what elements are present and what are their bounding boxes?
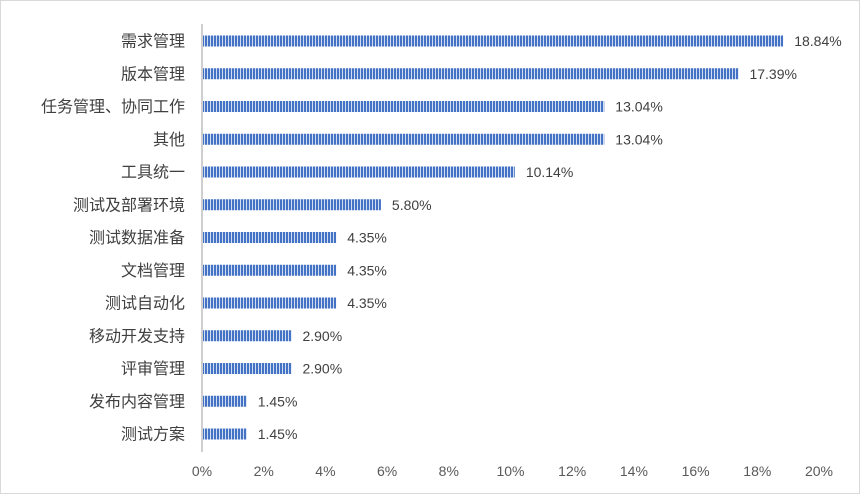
data-label: 4.35% bbox=[347, 295, 387, 311]
category-label: 测试自动化 bbox=[105, 294, 185, 313]
bar bbox=[203, 199, 381, 211]
category-label: 测试及部署环境 bbox=[73, 195, 185, 214]
x-tick-label: 12% bbox=[558, 463, 586, 479]
category-label: 版本管理 bbox=[121, 64, 185, 83]
bar bbox=[203, 428, 247, 440]
x-tick-label: 2% bbox=[254, 463, 274, 479]
bar bbox=[203, 330, 292, 342]
category-label: 文档管理 bbox=[121, 261, 185, 280]
bar bbox=[203, 264, 337, 276]
bar bbox=[203, 68, 739, 80]
x-tick-label: 16% bbox=[682, 463, 710, 479]
category-label: 测试方案 bbox=[121, 425, 185, 444]
bar bbox=[203, 133, 605, 145]
bar bbox=[203, 297, 337, 309]
category-label: 评审管理 bbox=[121, 359, 185, 378]
data-label: 1.45% bbox=[258, 426, 298, 442]
x-tick-label: 0% bbox=[192, 463, 212, 479]
category-label: 工具统一 bbox=[121, 163, 185, 182]
category-label: 移动开发支持 bbox=[89, 326, 185, 345]
category-label: 测试数据准备 bbox=[89, 228, 185, 247]
category-label: 发布内容管理 bbox=[89, 392, 185, 411]
bar bbox=[203, 35, 784, 47]
data-label: 2.90% bbox=[302, 328, 342, 344]
bar bbox=[203, 395, 247, 407]
data-label: 1.45% bbox=[258, 393, 298, 409]
x-tick-label: 14% bbox=[620, 463, 648, 479]
x-tick-label: 4% bbox=[315, 463, 335, 479]
category-label: 其他 bbox=[153, 130, 185, 149]
data-label: 4.35% bbox=[347, 230, 387, 246]
x-tick-label: 10% bbox=[496, 463, 524, 479]
data-label: 17.39% bbox=[749, 66, 796, 82]
category-label: 任务管理、协同工作 bbox=[41, 97, 185, 116]
data-label: 13.04% bbox=[615, 99, 662, 115]
bar bbox=[203, 101, 605, 112]
bar bbox=[203, 363, 292, 374]
x-tick-label: 6% bbox=[377, 463, 397, 479]
data-label: 10.14% bbox=[526, 164, 573, 180]
x-tick-label: 18% bbox=[743, 463, 771, 479]
data-label: 2.90% bbox=[302, 361, 342, 377]
data-label: 13.04% bbox=[615, 131, 662, 147]
bar bbox=[203, 232, 337, 243]
x-tick-label: 8% bbox=[439, 463, 459, 479]
data-label: 18.84% bbox=[794, 33, 841, 49]
bar bbox=[203, 166, 515, 178]
data-label: 4.35% bbox=[347, 262, 387, 278]
category-label: 需求管理 bbox=[121, 32, 185, 51]
data-label: 5.80% bbox=[392, 197, 432, 213]
x-tick-label: 20% bbox=[805, 463, 833, 479]
